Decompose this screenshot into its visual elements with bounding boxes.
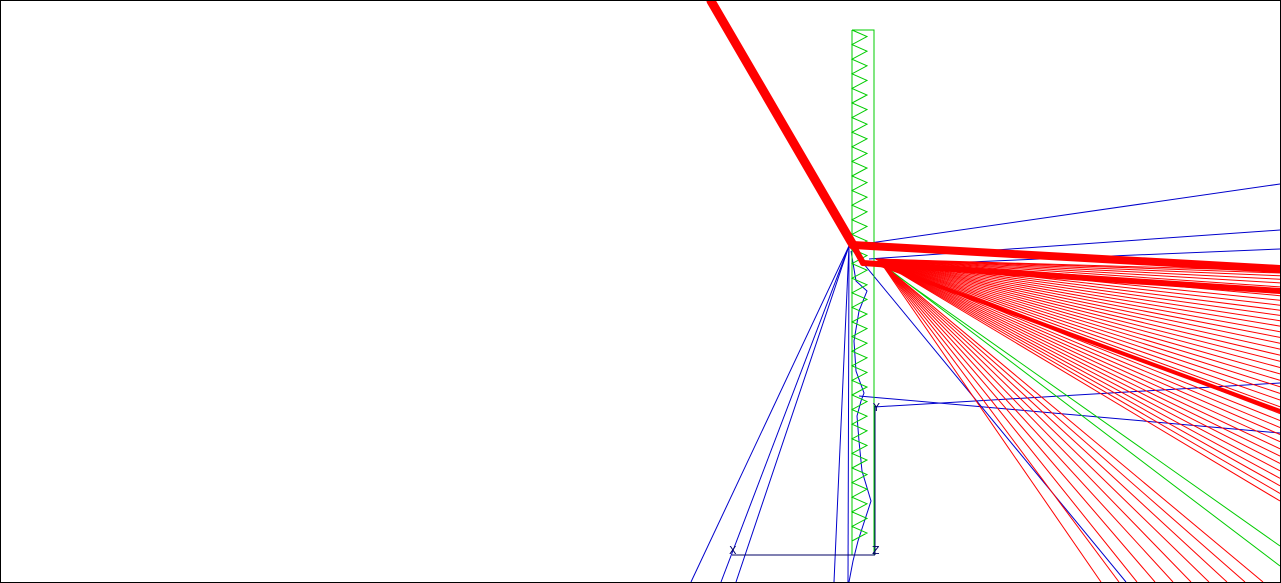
- red-ray: [880, 262, 1210, 582]
- axis-label-x: X: [729, 544, 737, 557]
- red-ray: [875, 258, 1280, 350]
- red-ray: [880, 262, 1120, 582]
- blue-ray: [690, 245, 850, 582]
- red-ray: [880, 262, 1174, 582]
- red-ray: [875, 258, 1280, 502]
- axis-label-z: Z: [872, 544, 880, 557]
- blue-ray: [735, 245, 850, 582]
- red-ray: [875, 258, 1280, 408]
- red-ray: [875, 258, 1280, 288]
- red-ray: [875, 258, 1280, 401]
- red-ray: [880, 262, 1192, 582]
- red-ray: [875, 258, 1280, 368]
- blue-ray: [848, 245, 1127, 582]
- red-reflected-beam: [849, 241, 1280, 273]
- red-ray: [875, 258, 1280, 338]
- red-ray: [875, 258, 1280, 394]
- red-ray: [875, 258, 1280, 487]
- green-ray: [878, 262, 1280, 547]
- red-ray: [875, 258, 1280, 375]
- red-main-beams: [706, 1, 1280, 413]
- blue-ray: [858, 395, 1280, 434]
- red-beam-joint: [850, 242, 866, 266]
- red-ray: [875, 258, 1280, 280]
- red-ray: [880, 262, 1138, 582]
- red-ray: [875, 258, 1280, 381]
- red-ray: [875, 258, 1280, 450]
- red-ray: [875, 258, 1280, 388]
- red-ray: [875, 258, 1280, 277]
- blue-ray: [848, 183, 1280, 247]
- blue-ray-path: [848, 250, 872, 582]
- axis-triad: [732, 406, 876, 556]
- green-grating: [850, 29, 875, 556]
- green-ray: [880, 262, 1280, 567]
- green-ray-group: [878, 262, 1280, 567]
- axis-label-y: Y: [872, 401, 880, 414]
- red-ray: [880, 262, 1228, 582]
- red-ray: [875, 258, 1280, 362]
- red-ray: [875, 258, 1280, 284]
- red-ray: [880, 262, 1156, 582]
- blue-ray: [847, 245, 850, 582]
- red-ray: [875, 258, 1280, 464]
- red-ray: [875, 258, 1280, 494]
- red-reflected-beam: [860, 260, 1280, 294]
- red-ray: [875, 258, 1280, 457]
- blue-ray: [868, 229, 1280, 260]
- red-ray: [875, 258, 1280, 356]
- blue-ray: [720, 245, 850, 582]
- red-ray: [880, 262, 1246, 582]
- red-ray: [875, 258, 1280, 479]
- red-incident-beam: [706, 1, 858, 250]
- red-ray: [880, 262, 1102, 582]
- red-ray: [875, 258, 1280, 344]
- red-diffracted-beam: [879, 263, 1280, 413]
- red-diffracted-rays: [875, 258, 1280, 582]
- blue-ray: [833, 245, 850, 582]
- red-ray: [880, 262, 1264, 582]
- red-ray: [875, 258, 1280, 472]
